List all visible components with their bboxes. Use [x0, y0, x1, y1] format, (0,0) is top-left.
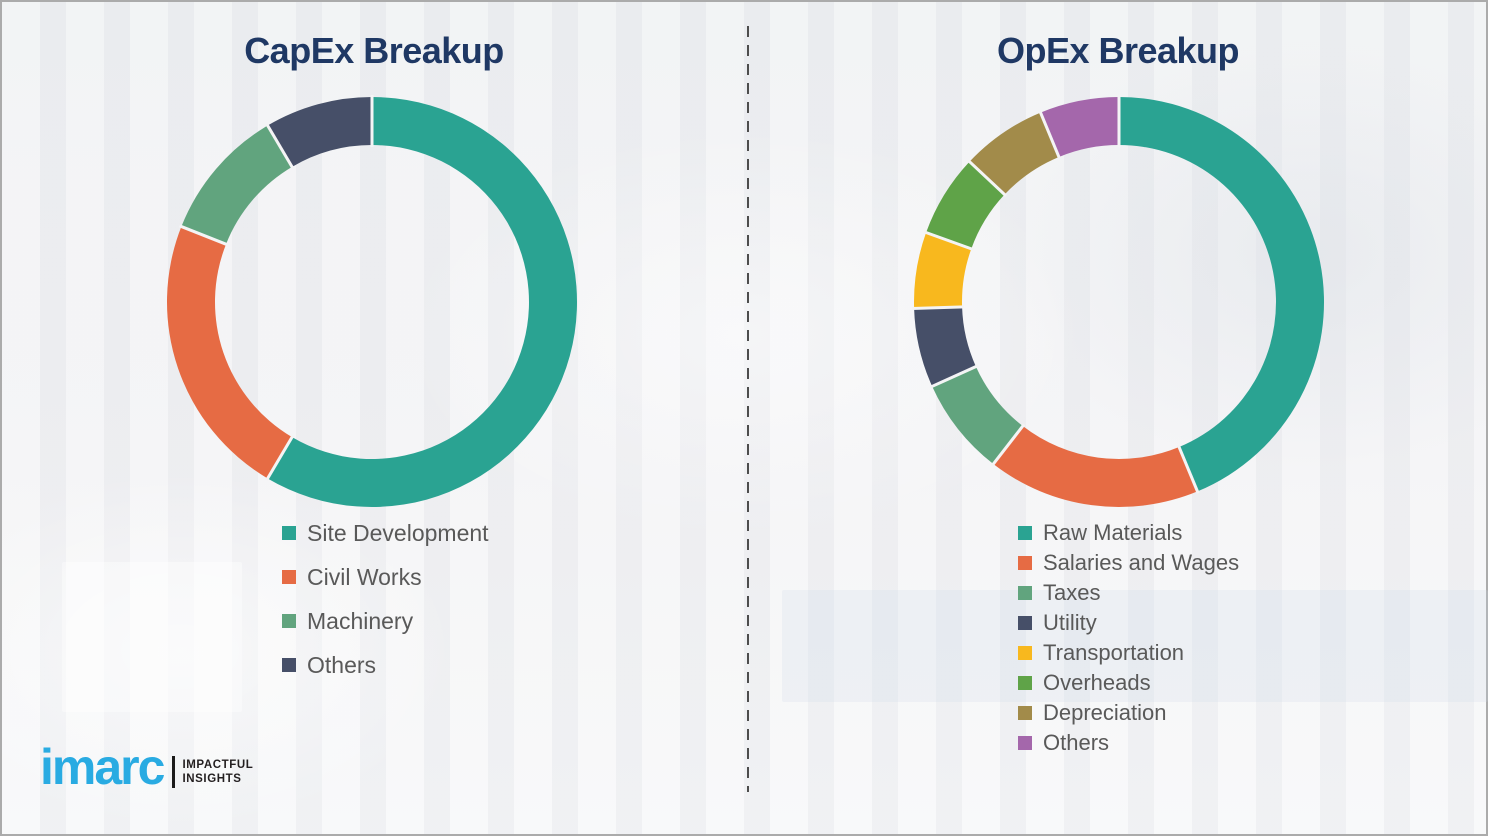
- segment-separator: [967, 159, 1008, 197]
- capex-legend: Site Development Civil Works Machinery Othe…: [282, 511, 489, 687]
- donut-segment-depreciation: [969, 112, 1059, 195]
- capex-chart-title: CapEx Breakup: [244, 30, 504, 71]
- legend-item-taxes: Taxes: [1018, 578, 1239, 608]
- legend-item-others: Others: [1018, 728, 1239, 758]
- legend-swatch-icon: [1018, 676, 1032, 690]
- segment-separator: [178, 224, 229, 247]
- donut-segment-others: [1040, 97, 1119, 157]
- legend-item-depreciation: Depreciation: [1018, 698, 1239, 728]
- donut-segment-utility: [914, 306, 976, 387]
- legend-label: Taxes: [1043, 580, 1101, 605]
- legend-swatch-icon: [1018, 706, 1032, 720]
- donut-segment-salaries-and-wages: [993, 426, 1198, 508]
- legend-swatch-icon: [282, 526, 296, 540]
- legend-swatch-icon: [1018, 526, 1032, 540]
- legend-item-site-development: Site Development: [282, 511, 489, 555]
- imarc-logo-wordmark: imarc: [40, 739, 165, 795]
- donut-segment-site-development: [267, 97, 578, 507]
- legend-swatch-icon: [1018, 736, 1032, 750]
- legend-label: Site Development: [307, 519, 489, 546]
- legend-swatch-icon: [1018, 556, 1032, 570]
- legend-swatch-icon: [282, 614, 296, 628]
- legend-item-civil-works: Civil Works: [282, 555, 489, 599]
- legend-label: Civil Works: [307, 563, 422, 590]
- donut-segment-civil-works: [167, 226, 293, 479]
- capex-donut-chart: [167, 95, 578, 507]
- tagline-line1: IMPACTFUL: [182, 758, 254, 771]
- legend-label: Overheads: [1043, 670, 1151, 695]
- logo-divider-bar: [172, 756, 176, 788]
- opex-legend: Raw Materials Salaries and Wages Taxes Util…: [1018, 518, 1239, 758]
- donut-segment-machinery: [181, 125, 293, 245]
- segment-separator: [265, 123, 295, 170]
- segment-separator: [265, 434, 295, 481]
- legend-swatch-icon: [1018, 586, 1032, 600]
- legend-item-salaries-and-wages: Salaries and Wages: [1018, 548, 1239, 578]
- legend-swatch-icon: [1018, 646, 1032, 660]
- legend-item-transportation: Transportation: [1018, 638, 1239, 668]
- background-photo-artifact: [782, 590, 1488, 702]
- legend-swatch-icon: [1018, 616, 1032, 630]
- opex-chart-title: OpEx Breakup: [996, 30, 1240, 71]
- segment-separator: [1038, 110, 1062, 160]
- donut-segment-overheads: [926, 161, 1005, 249]
- donut-segment-raw-materials: [1119, 97, 1325, 492]
- segment-separator: [923, 230, 974, 251]
- legend-swatch-icon: [282, 570, 296, 584]
- legend-item-machinery: Machinery: [282, 599, 489, 643]
- legend-label: Others: [1043, 730, 1110, 755]
- legend-item-utility: Utility: [1018, 608, 1239, 638]
- background-photo-artifact: [62, 562, 242, 712]
- opex-donut-chart: [912, 95, 1325, 508]
- legend-label: Utility: [1043, 610, 1097, 635]
- segment-separator: [929, 364, 979, 389]
- segment-separator: [1176, 444, 1200, 494]
- donut-segment-others: [267, 97, 372, 167]
- legend-label: Transportation: [1043, 640, 1185, 665]
- legend-label: Raw Materials: [1043, 520, 1183, 545]
- legend-swatch-icon: [282, 658, 296, 672]
- legend-label: Machinery: [307, 607, 414, 634]
- segment-separator: [990, 423, 1026, 467]
- donut-segment-transportation: [913, 232, 972, 309]
- legend-label: Others: [307, 651, 377, 678]
- segment-separator: [912, 305, 965, 311]
- imarc-logo-tagline: IMPACTFUL INSIGHTS: [182, 758, 253, 787]
- imarc-logo: imarc IMPACTFUL INSIGHTS: [40, 742, 253, 792]
- legend-item-raw-materials: Raw Materials: [1018, 518, 1239, 548]
- legend-item-overheads: Overheads: [1018, 668, 1239, 698]
- legend-label: Depreciation: [1043, 700, 1167, 725]
- dashed-vertical-divider: [747, 26, 749, 792]
- donut-segment-taxes: [932, 366, 1023, 464]
- tagline-line2: INSIGHTS: [182, 773, 242, 785]
- legend-label: Salaries and Wages: [1043, 550, 1240, 575]
- legend-item-others: Others: [282, 643, 489, 687]
